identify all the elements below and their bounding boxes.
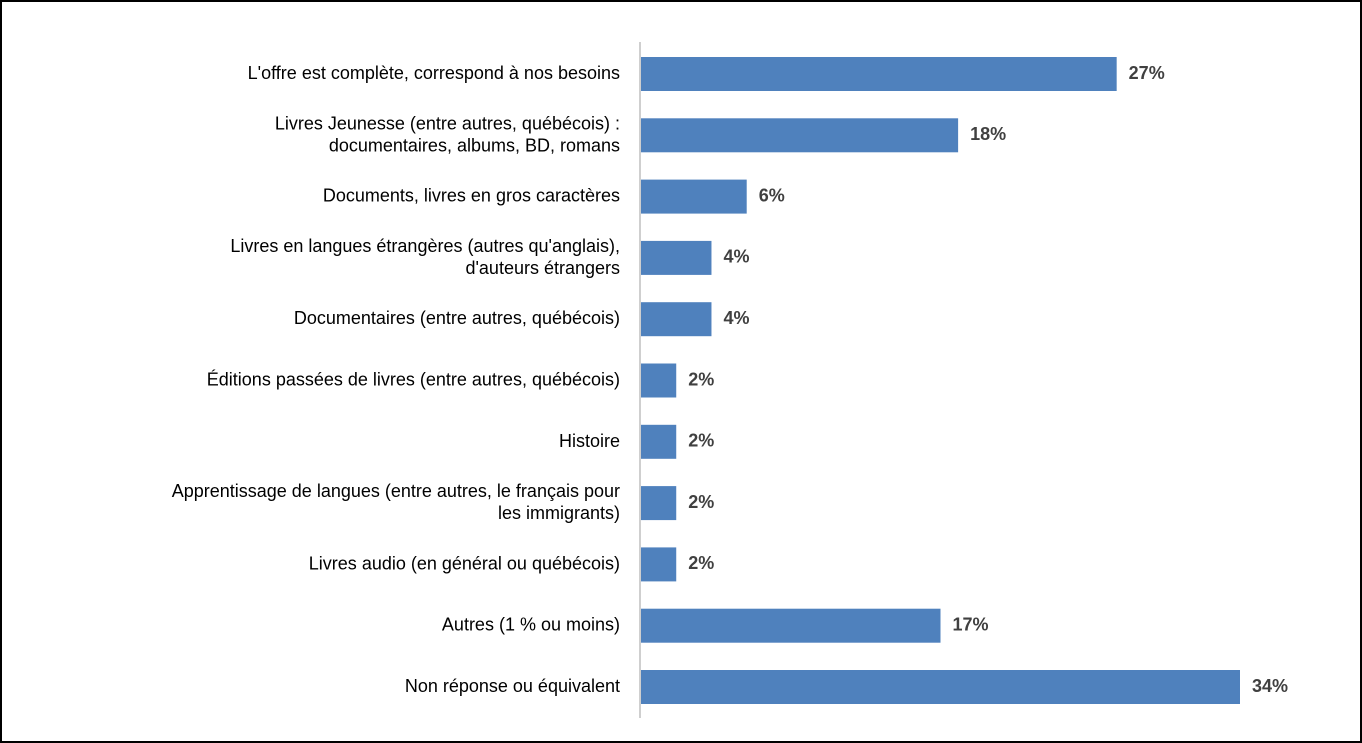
bar: [641, 363, 677, 398]
value-label: 2%: [688, 492, 714, 512]
category-label: Livres audio (en général ou québécois): [309, 553, 620, 573]
bar: [641, 670, 1240, 704]
category-label-line: Histoire: [559, 431, 620, 451]
value-label: 2%: [688, 431, 714, 451]
category-label-line: Apprentissage de langues (entre autres, …: [172, 481, 620, 501]
bar: [641, 179, 747, 214]
category-label-line: Documents, livres en gros caractères: [323, 185, 620, 205]
category-label-line: Éditions passées de livres (entre autres…: [207, 369, 620, 389]
value-label: 2%: [688, 369, 714, 389]
category-label: Histoire: [559, 431, 620, 451]
bar: [641, 424, 677, 459]
value-label: 4%: [723, 308, 749, 328]
value-label: 2%: [688, 553, 714, 573]
category-label-line: Livres en langues étrangères (autres qu'…: [230, 236, 620, 256]
category-label-line: Non réponse ou équivalent: [405, 676, 620, 696]
bar: [641, 118, 959, 153]
category-label: Autres (1 % ou moins): [442, 614, 620, 634]
category-label: L'offre est complète, correspond à nos b…: [248, 63, 620, 83]
bar: [641, 486, 677, 521]
value-label: 18%: [970, 124, 1006, 144]
category-label-line: Documentaires (entre autres, québécois): [294, 308, 620, 328]
value-label: 17%: [953, 614, 989, 634]
bar: [641, 608, 941, 643]
category-label-line: les immigrants): [498, 503, 620, 523]
bar: [641, 302, 712, 337]
category-label: Livres en langues étrangères (autres qu'…: [230, 236, 620, 278]
value-label: 27%: [1129, 63, 1165, 83]
category-label-line: documentaires, albums, BD, romans: [324, 135, 620, 155]
value-label: 6%: [759, 185, 785, 205]
category-label: Documents, livres en gros caractères: [323, 185, 620, 205]
category-label: Documentaires (entre autres, québécois): [294, 308, 620, 328]
category-label-line: Livres audio (en général ou québécois): [309, 553, 620, 573]
bar: [641, 240, 712, 275]
value-label: 34%: [1252, 676, 1288, 696]
category-label-line: Livres Jeunesse (entre autres, québécois…: [275, 113, 620, 133]
value-label: 4%: [723, 247, 749, 267]
category-label-line: L'offre est complète, correspond à nos b…: [248, 63, 620, 83]
category-label: Livres Jeunesse (entre autres, québécois…: [275, 113, 620, 155]
category-label-line: Autres (1 % ou moins): [442, 614, 620, 634]
bar: [641, 57, 1117, 91]
category-label: Non réponse ou équivalent: [405, 676, 620, 696]
category-label-line: d'auteurs étrangers: [465, 258, 620, 278]
category-label: Apprentissage de langues (entre autres, …: [172, 481, 620, 523]
bar: [641, 547, 677, 582]
category-label: Éditions passées de livres (entre autres…: [207, 369, 620, 389]
